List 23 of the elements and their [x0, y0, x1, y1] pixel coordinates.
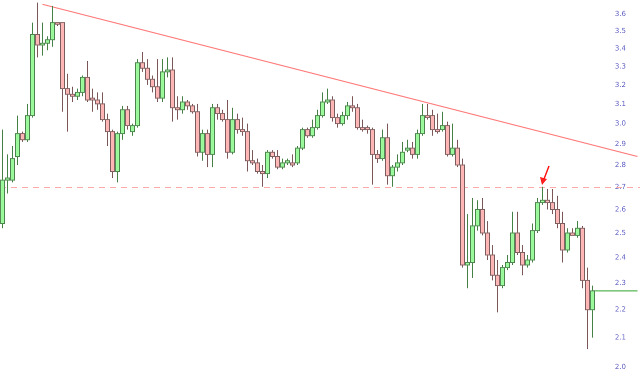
candlestick — [200, 129, 205, 162]
candlestick — [15, 115, 20, 166]
candlestick — [590, 285, 595, 338]
candlestick — [290, 154, 295, 168]
candlestick — [35, 2, 40, 58]
candlestick — [20, 131, 25, 142]
candlestick — [445, 121, 450, 157]
candlestick — [575, 220, 580, 238]
candlestick — [385, 123, 390, 186]
candlestick — [380, 129, 385, 162]
candlestick — [230, 107, 235, 155]
candlestick — [405, 139, 410, 153]
candlestick — [565, 228, 570, 253]
candlestick — [450, 123, 455, 157]
candlestick — [210, 103, 215, 168]
candlestick — [570, 228, 575, 236]
candlestick — [305, 127, 310, 138]
candlestick — [410, 141, 415, 160]
candlestick — [125, 105, 130, 130]
candlestick — [205, 129, 210, 168]
candlestick — [180, 96, 185, 114]
candlestick — [265, 150, 270, 178]
candlestick — [440, 111, 445, 132]
